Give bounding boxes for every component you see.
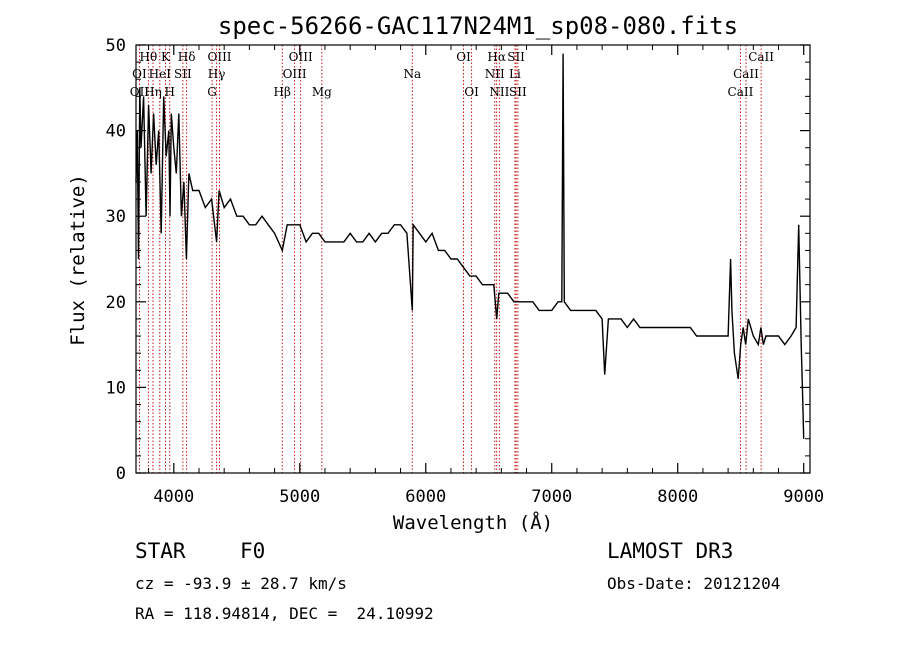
line-label: Li	[509, 67, 521, 81]
y-tick-label: 20	[106, 293, 126, 313]
chart-title: spec-56266-GAC117N24M1_sp08-080.fits	[218, 12, 738, 40]
x-tick-label: 6000	[405, 487, 446, 507]
y-tick-label: 40	[106, 122, 126, 142]
line-label: Hγ	[208, 67, 226, 81]
x-tick-label: 4000	[153, 487, 194, 507]
line-label: SII	[509, 85, 527, 99]
line-label: SII	[507, 50, 525, 64]
line-label: H	[165, 85, 175, 99]
line-label: SII	[174, 67, 192, 81]
y-axis: 0 10 20 30 40 50	[106, 36, 810, 484]
line-label: Hα	[487, 50, 506, 64]
x-tick-label: 8000	[657, 487, 698, 507]
line-label: K	[161, 50, 171, 64]
line-label: OIII	[289, 50, 313, 64]
x-tick-label: 9000	[783, 487, 824, 507]
observation-date: Obs-Date: 20121204	[607, 574, 781, 593]
line-label: NII	[489, 85, 509, 99]
line-label: CaII	[748, 50, 774, 64]
coordinates: RA = 118.94814, DEC = 24.10992	[135, 604, 434, 623]
survey-name: LAMOST DR3	[607, 539, 734, 563]
y-axis-label: Flux (relative)	[67, 174, 89, 346]
subclass: F0	[240, 539, 266, 563]
line-label: Na	[403, 67, 421, 81]
plot-frame	[135, 44, 811, 474]
line-label: Hη	[144, 85, 162, 99]
line-label: HeI	[149, 67, 172, 81]
line-label: Hδ	[178, 50, 196, 64]
line-label: OI	[456, 50, 471, 64]
line-label: Hβ	[274, 85, 291, 99]
x-axis-label: Wavelength (Å)	[393, 511, 553, 534]
x-tick-label: 7000	[531, 487, 572, 507]
line-label: CaII	[728, 85, 754, 99]
spectrum-line	[135, 53, 805, 439]
line-label: Hθ	[139, 50, 157, 64]
line-label: G	[207, 85, 217, 99]
y-tick-label: 10	[106, 378, 126, 398]
line-label: OIII	[207, 50, 231, 64]
classification: STAR	[135, 539, 186, 563]
line-label: Mg	[312, 85, 332, 99]
x-tick-label: 5000	[279, 487, 320, 507]
redshift-cz: cz = -93.9 ± 28.7 km/s	[135, 574, 347, 593]
line-label: CaII	[733, 67, 759, 81]
line-label: OI	[464, 85, 479, 99]
line-label: OIII	[283, 67, 307, 81]
y-tick-label: 50	[106, 36, 126, 56]
line-label: NII	[485, 67, 505, 81]
x-axis: 4000 5000 6000 7000 8000 9000	[148, 45, 824, 507]
y-tick-label: 30	[106, 207, 126, 227]
y-tick-label: 0	[116, 464, 126, 484]
